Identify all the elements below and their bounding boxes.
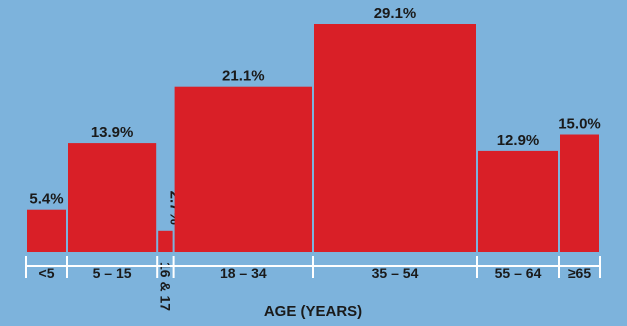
bar-5-15	[68, 143, 157, 252]
tick-label-16-17: 16 & 17	[157, 262, 173, 311]
bar-16-17	[158, 230, 173, 252]
bar-65	[560, 134, 599, 252]
value-label-55-64: 12.9%	[497, 132, 540, 149]
x-axis: <5 5 – 15 16 & 17 18 – 34 35 – 54 55 – 64 ≥65	[25, 256, 601, 311]
bar-35-54	[314, 24, 476, 252]
value-label-35-54: 29.1%	[374, 5, 417, 22]
tick-label-5-15: 5 – 15	[93, 265, 132, 281]
x-axis-title: AGE (YEARS)	[264, 303, 362, 320]
bar-55-64	[478, 150, 558, 252]
bar-5	[27, 209, 66, 252]
value-label-5-15: 13.9%	[91, 124, 134, 141]
value-label-18-34: 21.1%	[222, 68, 265, 85]
tick-label-65: ≥65	[568, 265, 591, 281]
value-label-5: 5.4%	[29, 191, 63, 208]
bars-group: 5.4%13.9%2.7%21.1%29.1%12.9%15.0%	[27, 5, 601, 252]
value-label-65: 15.0%	[558, 115, 601, 132]
bar-18-34	[174, 86, 312, 252]
tick-label-35-54: 35 – 54	[372, 265, 419, 281]
tick-label-55-64: 55 – 64	[495, 265, 542, 281]
tick-label-5: <5	[39, 265, 55, 281]
tick-label-18-34: 18 – 34	[220, 265, 267, 281]
